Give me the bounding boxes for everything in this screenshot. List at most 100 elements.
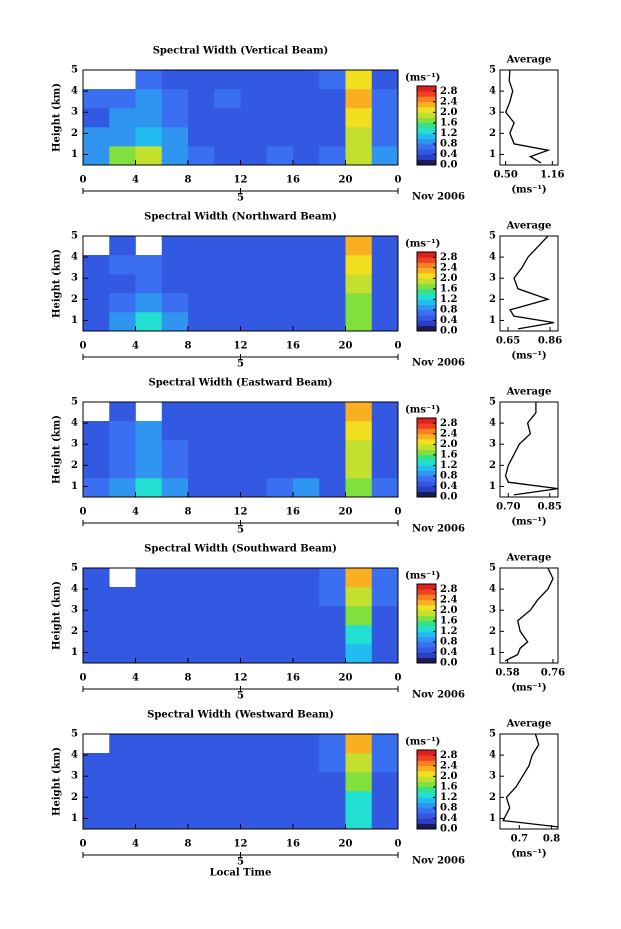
- colorbar-band: [417, 454, 436, 461]
- heat-cell: [83, 255, 110, 275]
- heat-cell: [371, 734, 399, 754]
- colorbar-band: [417, 657, 436, 664]
- heat-cell: [345, 274, 373, 294]
- heat-cell: [345, 587, 373, 607]
- profile-y-tick-label: 5: [489, 65, 496, 76]
- colorbar-band: [417, 584, 436, 590]
- heat-cell: [161, 293, 189, 313]
- heat-cell: [293, 293, 320, 313]
- heat-cell: [240, 810, 268, 830]
- heat-cell: [266, 772, 294, 792]
- heat-cell: [188, 312, 215, 332]
- colorbar-band: [417, 652, 436, 659]
- profile-x-tick-label: 0.8: [543, 834, 560, 845]
- heat-cell: [293, 440, 320, 460]
- colorbar-tick-label: 1.6: [440, 117, 457, 128]
- colorbar-band: [417, 750, 436, 756]
- profile-line: [504, 567, 554, 662]
- heat-cell: [319, 236, 346, 256]
- x-axis-label: Local Time: [210, 868, 272, 879]
- colorbar-tick-label: 1.6: [440, 781, 457, 792]
- date-day: 5: [237, 691, 244, 702]
- heat-cell: [188, 810, 215, 830]
- heat-cell: [109, 146, 136, 166]
- heat-cell: [135, 625, 163, 645]
- heat-cell: [293, 606, 320, 626]
- heat-cell: [214, 440, 241, 460]
- heat-cell: [345, 791, 373, 811]
- heat-cell: [188, 89, 215, 109]
- heat-cell: [266, 644, 294, 664]
- colorbar-tick-label: 0.4: [440, 647, 457, 658]
- colorbar-label: (ms⁻¹): [405, 239, 440, 250]
- heat-cell: [109, 587, 136, 607]
- heat-cell: [83, 625, 110, 645]
- y-tick-label: 4: [71, 252, 78, 263]
- heat-cell: [214, 108, 241, 128]
- heat-cell: [161, 459, 189, 479]
- heat-cell: [83, 312, 110, 332]
- heat-cell: [371, 236, 399, 256]
- heat-cell: [109, 293, 136, 313]
- profile-title: Average: [506, 221, 552, 232]
- colorbar-tick-label: 1.2: [440, 294, 457, 305]
- heat-cell: [214, 791, 241, 811]
- heat-cell: [109, 772, 136, 792]
- heat-cell: [345, 734, 373, 754]
- colorbar-band: [417, 299, 436, 305]
- heat-cell: [240, 459, 268, 479]
- colorbar-tick-label: 2.8: [440, 418, 457, 429]
- colorbar-tick-label: 2.0: [440, 605, 457, 616]
- heat-cell: [214, 810, 241, 830]
- heat-cell: [345, 293, 373, 313]
- profile-y-tick-label: 3: [489, 771, 496, 782]
- heat-cell: [83, 810, 110, 830]
- heat-cell: [371, 421, 399, 441]
- colorbar-band: [417, 309, 436, 316]
- heat-cell: [293, 810, 320, 830]
- x-tick-label: 12: [234, 507, 248, 518]
- heat-cell: [109, 127, 136, 147]
- heat-cell: [161, 255, 189, 275]
- y-tick-label: 2: [71, 626, 78, 637]
- colorbar-tick-label: 0.8: [440, 304, 457, 315]
- colorbar-tick-label: 2.8: [440, 750, 457, 761]
- heat-cell: [161, 312, 189, 332]
- colorbar-tick-label: 2.4: [440, 262, 457, 273]
- y-axis-label: Height (km): [52, 581, 63, 650]
- heat-cell: [83, 606, 110, 626]
- date-day: 5: [237, 193, 244, 204]
- heat-cell: [109, 236, 136, 256]
- heat-cell: [371, 255, 399, 275]
- colorbar-band: [417, 647, 436, 653]
- colorbar-band: [417, 278, 436, 284]
- profile-line: [504, 69, 551, 164]
- heat-cell: [240, 89, 268, 109]
- x-tick-label: 4: [132, 175, 139, 186]
- heat-cell: [161, 478, 189, 498]
- heat-cell: [345, 459, 373, 479]
- heat-cell: [293, 236, 320, 256]
- profile-y-tick-label: 5: [489, 397, 496, 408]
- profile-line: [504, 402, 559, 496]
- heat-cell: [371, 402, 399, 422]
- colorbar-band: [417, 776, 436, 782]
- profile-y-tick-label: 5: [489, 563, 496, 574]
- heat-cell: [135, 440, 163, 460]
- heat-cell: [266, 236, 294, 256]
- colorbar-tick-label: 2.8: [440, 86, 457, 97]
- heat-cell: [319, 587, 346, 607]
- heat-cell: [345, 421, 373, 441]
- date-day: 5: [237, 359, 244, 370]
- heat-cell: [319, 772, 346, 792]
- colorbar-tick-label: 2.0: [440, 439, 457, 450]
- profile-title: Average: [506, 553, 552, 564]
- colorbar-band: [417, 823, 436, 830]
- heat-cell: [266, 440, 294, 460]
- profile-y-tick-label: 4: [489, 750, 496, 761]
- heat-cell: [371, 625, 399, 645]
- colorbar-tick-label: 2.4: [440, 96, 457, 107]
- y-tick-label: 3: [71, 107, 78, 118]
- heat-cell: [188, 146, 215, 166]
- date-day: 5: [237, 525, 244, 536]
